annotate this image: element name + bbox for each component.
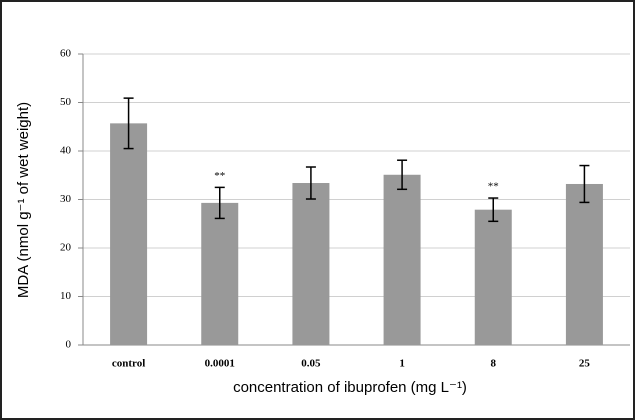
x-tick-label: 1 [399,358,405,370]
x-tick-label: 0.05 [301,358,321,370]
y-tick-label: 10 [60,290,72,302]
x-axis-label: concentration of ibuprofen (mg L⁻¹) [233,379,467,396]
y-axis-label: MDA (nmol g⁻¹ of wet weight) [15,102,32,298]
bar [292,183,330,345]
bar [201,202,239,345]
bar [474,209,512,345]
bar [383,174,421,345]
y-tick-label: 30 [60,193,72,205]
y-tick-label: 0 [66,339,72,351]
annotation: ** [214,170,225,182]
x-tick-label: 8 [491,358,497,370]
x-tick-label: 0.0001 [205,358,235,370]
annotation: ** [488,181,499,193]
x-tick-label: control [112,358,145,370]
bar [110,123,148,345]
x-tick-label: 25 [579,358,591,370]
y-tick-label: 20 [60,242,72,254]
y-tick-label: 50 [60,96,72,108]
y-tick-label: 60 [60,48,72,60]
bar [565,183,603,345]
y-tick-label: 40 [60,145,72,157]
